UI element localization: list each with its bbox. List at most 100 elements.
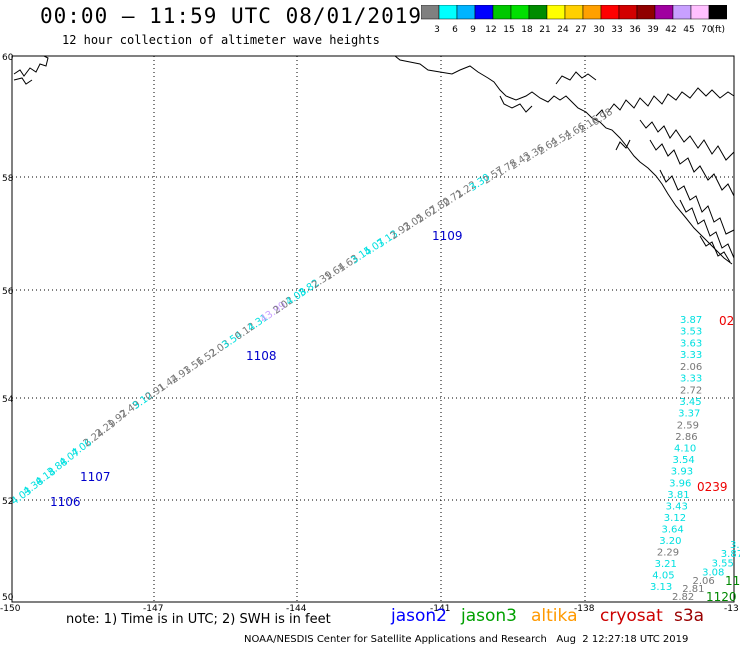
lat-label: 50 [2, 593, 14, 603]
wave-height-label: 3.63 [680, 338, 702, 349]
jason2-track-labels: 4.034.384.183.884.074.062.242.291.972.49… [9, 107, 615, 508]
legend-label: 70 [701, 25, 713, 35]
legend-swatch [672, 5, 692, 20]
wave-height-label: 2.72 [680, 385, 702, 396]
note-text: note: 1) Time is in UTC; 2) SWH is in fe… [66, 612, 331, 627]
legend-swatch [636, 5, 656, 20]
legend-swatch [618, 5, 638, 20]
time-tag: 0239 [697, 480, 728, 494]
wave-height-label: 3.12 [664, 513, 686, 524]
legend-label: 45 [683, 25, 694, 35]
wave-height-label: 3.21 [655, 559, 677, 570]
wave-height-label: 3.87 [680, 315, 702, 326]
legend-swatch [510, 5, 530, 20]
time-tag: 1106 [50, 495, 81, 509]
lat-label: 54 [2, 395, 14, 405]
wave-height-label: 2.06 [693, 576, 715, 587]
wave-height-label: 3.33 [680, 374, 702, 385]
time-tag: 1107 [80, 470, 111, 484]
lon-label: -13 [724, 604, 739, 614]
wave-height-label: 2.59 [677, 420, 699, 431]
lat-label: 60 [2, 53, 14, 63]
wave-height-label: 3.96 [669, 478, 691, 489]
satellite-altika: altika [531, 606, 578, 626]
legend-label: 15 [503, 25, 514, 35]
longitude-gridlines [153, 56, 586, 602]
legend-swatch [528, 5, 548, 20]
wave-height-label: 2.86 [675, 432, 697, 443]
legend-label: 9 [470, 25, 476, 35]
time-tag: 1109 [432, 229, 463, 243]
legend-label: 6 [452, 25, 458, 35]
lon-label: -147 [143, 604, 163, 614]
wave-height-label: 3. [730, 540, 740, 551]
legend-swatch [474, 5, 494, 20]
wave-height-label: 3.20 [659, 536, 681, 547]
latitude-axis-labels: 60 58 56 54 52 50 [2, 53, 14, 603]
lon-label: -138 [574, 604, 595, 614]
wave-height-label: 3.33 [680, 350, 702, 361]
satellite-jason3: jason3 [461, 606, 517, 626]
wave-height-label: 2.06 [680, 362, 702, 373]
legend-label: (ft) [711, 25, 725, 35]
legend-label: 39 [647, 25, 659, 35]
wave-height-label: 3.43 [666, 502, 688, 513]
legend-label: 12 [485, 25, 496, 35]
page-subtitle: 12 hour collection of altimeter wave hei… [62, 33, 380, 47]
legend-swatch [438, 5, 458, 20]
legend-swatch [582, 5, 602, 20]
wave-height-label: 3.64 [662, 525, 684, 536]
lat-label: 58 [2, 174, 14, 184]
longitude-axis-labels: -150 -147 -144 -141 -138 -13 [0, 604, 739, 614]
wave-height-label: 2.29 [657, 548, 679, 559]
page-title: 00:00 – 11:59 UTC 08/01/2019 [40, 4, 423, 28]
legend-label: 3 [434, 25, 440, 35]
legend-label: 21 [539, 25, 550, 35]
lon-label: -144 [286, 604, 307, 614]
lat-label: 52 [2, 497, 13, 507]
legend-label: 36 [629, 25, 641, 35]
wave-height-label: 3.53 [680, 327, 702, 338]
time-tag: 1108 [246, 349, 277, 363]
satellite-cryosat: cryosat [600, 606, 663, 626]
legend-label: 27 [575, 25, 586, 35]
wave-height-label: 3.13 [650, 582, 672, 593]
color-legend: 3 6 9 12 15 18 21 24 27 30 33 36 39 42 45 70(ft) [421, 5, 727, 35]
footer-org: NOAA/NESDIS Center for Satellite Applica… [244, 634, 547, 645]
wave-height-label: 3.81 [667, 490, 689, 501]
legend-swatch [690, 5, 710, 20]
wave-height-label: 3.45 [679, 397, 701, 408]
wave-height-label: 3.37 [678, 409, 700, 420]
plot-frame [11, 55, 735, 603]
legend-swatch [564, 5, 584, 20]
time-tag: 1120 [706, 590, 737, 604]
wave-height-label: 3.54 [673, 455, 695, 466]
legend-label: 33 [611, 25, 622, 35]
latitude-gridlines [12, 176, 734, 501]
satellite-jason2: jason2 [391, 606, 447, 626]
satellite-s3a: s3a [674, 606, 705, 626]
track-time-tags: 1106 1107 1108 1109 02 0239 11 1120 [50, 229, 740, 604]
footer: NOAA/NESDIS Center for Satellite Applica… [244, 634, 688, 645]
jason3-track-labels: 2.822.812.063.083.553.873. [672, 540, 740, 603]
legend-swatch [492, 5, 512, 20]
lat-label: 56 [2, 287, 14, 297]
wave-height-label: 4.10 [674, 444, 696, 455]
wave-height-label: 4.05 [652, 571, 674, 582]
wave-height-label: 3.93 [671, 467, 693, 478]
legend-label: 18 [521, 25, 533, 35]
legend-swatch [654, 5, 674, 20]
time-tag: 11 [725, 574, 740, 588]
legend-swatch [546, 5, 566, 20]
time-tag: 02 [719, 314, 734, 328]
footer-timestamp: Aug 2 12:27:18 UTC 2019 [556, 634, 689, 645]
legend-label: 30 [593, 25, 605, 35]
legend-label: 24 [557, 25, 569, 35]
alaska-coastline [13, 55, 735, 265]
wave-height-label: 2.82 [672, 592, 694, 603]
wave-height-label: 3.08 [702, 567, 724, 578]
legend-swatch [421, 5, 440, 20]
wave-height-label: 3.87 [721, 549, 740, 560]
wave-height-label: 3.55 [712, 558, 734, 569]
